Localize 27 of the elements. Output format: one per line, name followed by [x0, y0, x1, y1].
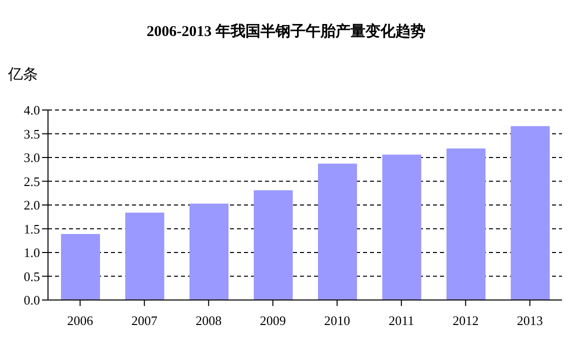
y-tick-label: 1.0	[24, 245, 40, 260]
y-tick-label: 2.0	[24, 198, 40, 213]
bar	[318, 164, 357, 300]
y-tick-label: 0.5	[24, 268, 40, 284]
bar	[61, 234, 100, 300]
y-tick-label: 3.0	[24, 150, 40, 166]
y-tick-label: 2.5	[24, 174, 40, 189]
x-tick-label: 2006	[67, 313, 94, 328]
x-tick-label: 2010	[324, 313, 350, 328]
y-axis-title: 亿条	[8, 66, 38, 84]
y-tick-label: 4.0	[24, 102, 40, 118]
x-tick-label: 2009	[260, 313, 286, 328]
y-tick-label: 3.5	[24, 126, 40, 142]
bar	[382, 154, 422, 300]
bar	[190, 204, 228, 300]
bar	[254, 190, 293, 300]
x-tick-label: 2012	[452, 313, 479, 328]
bar	[125, 212, 164, 300]
bar	[446, 148, 486, 300]
x-tick-label: 2013	[516, 313, 543, 328]
y-tick-label: 0.0	[24, 292, 40, 308]
bar	[510, 126, 550, 300]
x-tick-label: 2011	[388, 313, 414, 328]
x-tick-label: 2008	[196, 313, 222, 328]
chart-title: 2006-2013 年我国半钢子午胎产量变化趋势	[146, 22, 426, 41]
x-tick-label: 2007	[131, 313, 158, 328]
y-tick-label: 1.5	[24, 221, 40, 236]
